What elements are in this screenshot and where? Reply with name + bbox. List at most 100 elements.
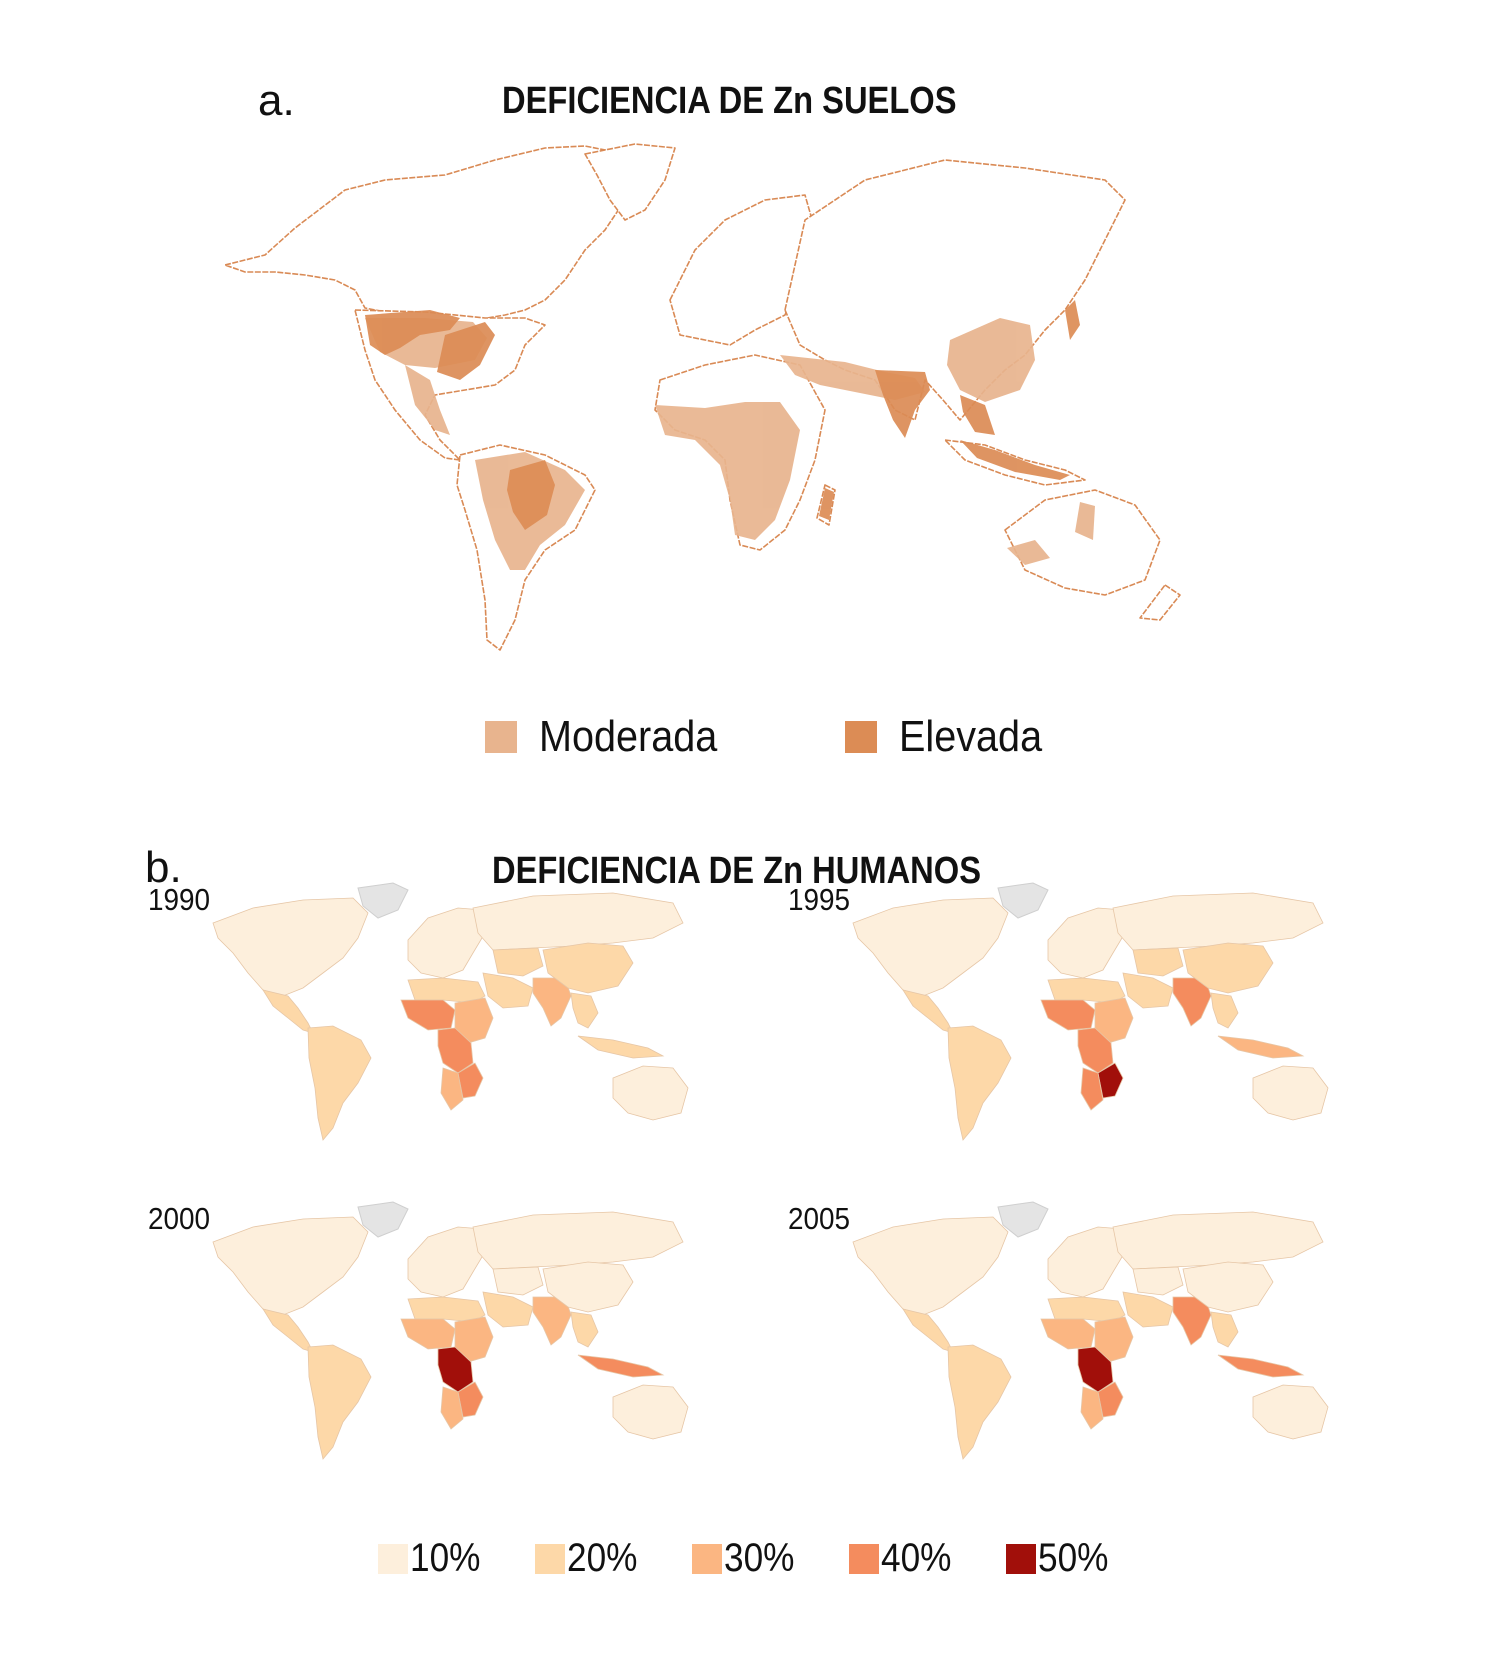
region-c-africa (437, 1027, 474, 1074)
legend-label-elevada: Elevada (899, 712, 1043, 761)
region-c-asia (492, 1266, 544, 1296)
region-south-africa (1080, 1386, 1104, 1430)
region-south-africa (440, 1386, 464, 1430)
region-c-america (262, 1308, 314, 1353)
legend-item-10pct: 10% (378, 1536, 490, 1581)
legend-item-elevada: Elevada (845, 712, 1058, 762)
legend-swatch (535, 1543, 566, 1574)
region-mid-east (1122, 972, 1174, 1009)
region-c-africa (1077, 1027, 1114, 1074)
region-n-america (212, 897, 369, 997)
map-2000 (212, 1201, 689, 1460)
year-label-2005: 2005 (788, 1201, 851, 1236)
region-indonesia (1217, 1354, 1305, 1378)
legend-item-40pct: 40% (849, 1536, 961, 1581)
legend-swatch (378, 1543, 408, 1574)
region-n-africa (407, 1296, 486, 1323)
year-label-2000: 2000 (148, 1201, 211, 1236)
land-australia (1004, 489, 1161, 596)
region-indonesia (577, 1354, 665, 1378)
moderate-africa (655, 402, 800, 540)
year-label-1995: 1995 (788, 882, 851, 917)
map-2005 (852, 1201, 1329, 1460)
region-s-america (307, 1344, 372, 1460)
map-1995 (852, 882, 1329, 1141)
region-w-africa (400, 1318, 456, 1350)
legend-item-30pct: 30% (692, 1536, 804, 1581)
moderate-australia (1007, 540, 1050, 565)
region-c-america (902, 989, 954, 1034)
region-n-america (852, 1216, 1009, 1316)
land-europe (669, 194, 816, 346)
region-w-africa (1040, 999, 1096, 1031)
legend-swatch (1006, 1543, 1037, 1574)
region-greenland (997, 882, 1049, 919)
panel-b-legend: 10% 20% 30% 40% 50% (378, 1536, 1163, 1581)
region-c-america (262, 989, 314, 1034)
region-n-africa (407, 977, 486, 1004)
region-n-africa (1047, 1296, 1126, 1323)
soil-deficiency-map (225, 143, 1181, 651)
region-south-africa (1080, 1067, 1104, 1111)
region-c-africa (1077, 1346, 1114, 1393)
legend-label: 40% (881, 1536, 952, 1580)
land-canada (225, 145, 646, 321)
region-europe (1047, 1226, 1126, 1298)
region-australia (612, 1065, 689, 1121)
region-china (542, 942, 634, 994)
region-indonesia (1217, 1035, 1305, 1059)
region-se-asia (1210, 992, 1239, 1029)
region-china (1182, 1261, 1274, 1313)
region-china (542, 1261, 634, 1313)
legend-item-50pct: 50% (1006, 1536, 1118, 1581)
elevated-japan (1065, 300, 1080, 340)
region-europe (407, 907, 486, 979)
elevated-indonesia (960, 440, 1070, 480)
region-russia (1112, 892, 1324, 951)
region-russia (1112, 1211, 1324, 1270)
land-newzealand (1139, 584, 1181, 621)
panel-b-letter: b. (145, 843, 182, 892)
region-greenland (357, 882, 409, 919)
region-greenland (997, 1201, 1049, 1238)
region-c-america (902, 1308, 954, 1353)
legend-label-moderada: Moderada (539, 712, 718, 761)
legend-label: 20% (567, 1536, 638, 1580)
panel-a-title: DEFICIENCIA DE Zn SUELOS (502, 80, 957, 122)
elevated-madagascar (819, 488, 834, 520)
legend-swatch-moderada (485, 721, 517, 753)
region-europe (407, 1226, 486, 1298)
elevated-us-border (365, 310, 460, 355)
panel-a-letter: a. (258, 76, 295, 125)
region-south-africa (440, 1067, 464, 1111)
region-n-america (852, 897, 1009, 997)
region-n-america (212, 1216, 369, 1316)
moderate-china (947, 318, 1035, 402)
region-indonesia (577, 1035, 665, 1059)
region-russia (472, 892, 684, 951)
legend-item-moderada: Moderada (485, 712, 737, 762)
region-s-america (307, 1025, 372, 1141)
region-se-asia (1210, 1311, 1239, 1348)
legend-label: 10% (410, 1536, 481, 1580)
region-s-america (947, 1344, 1012, 1460)
region-w-africa (400, 999, 456, 1031)
elevated-brazil (507, 460, 555, 530)
moderate-mexico (405, 365, 450, 435)
legend-label: 50% (1038, 1536, 1109, 1580)
region-w-africa (1040, 1318, 1096, 1350)
elevated-us-east (437, 322, 495, 380)
panel-a-legend: Moderada Elevada (485, 712, 1128, 762)
region-australia (612, 1384, 689, 1440)
legend-item-20pct: 20% (535, 1536, 647, 1581)
region-c-asia (1132, 947, 1184, 977)
panel-b-title: DEFICIENCIA DE Zn HUMANOS (492, 850, 981, 892)
region-se-asia (570, 992, 599, 1029)
region-russia (472, 1211, 684, 1270)
elevated-se-asia (960, 395, 995, 435)
region-china (1182, 942, 1274, 994)
legend-swatch (692, 1543, 723, 1574)
region-c-asia (1132, 1266, 1184, 1296)
region-australia (1252, 1384, 1329, 1440)
region-s-america (947, 1025, 1012, 1141)
